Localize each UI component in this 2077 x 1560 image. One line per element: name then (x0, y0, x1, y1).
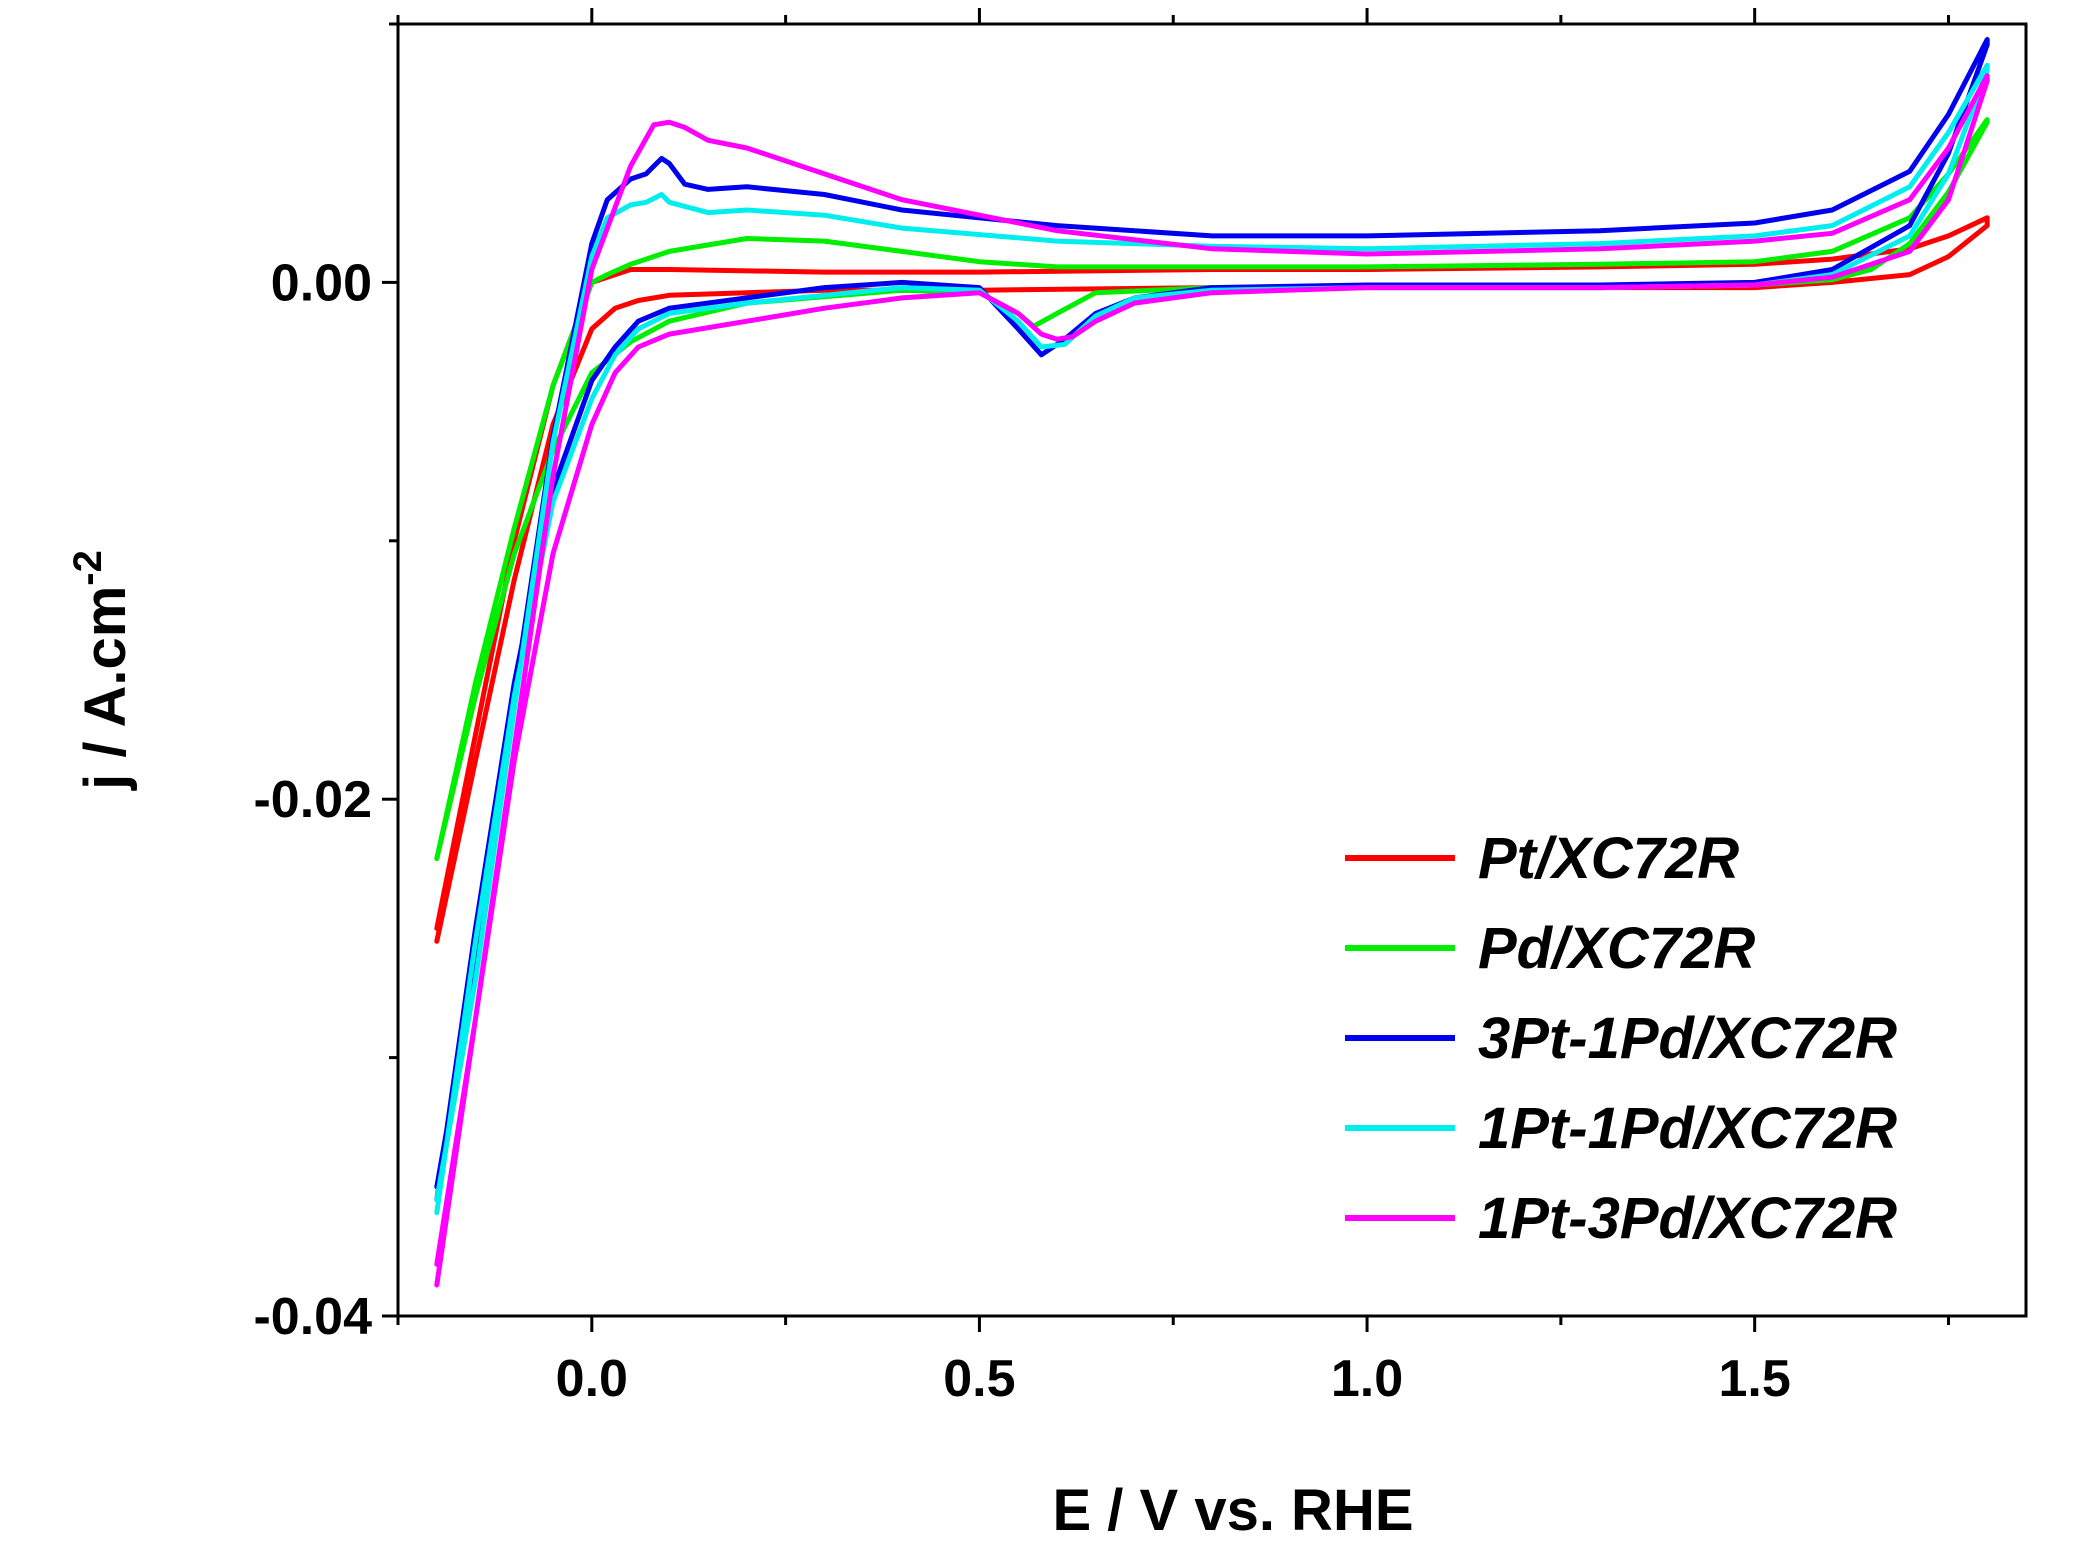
y-axis-title-main: j / A.cm (73, 586, 138, 791)
legend-label: 1Pt-3Pd/XC72R (1478, 1186, 1897, 1251)
y-axis-title-superscript: -2 (66, 550, 110, 586)
x-tick-label: 1.5 (1719, 1350, 1791, 1408)
y-tick-label: -0.02 (253, 771, 372, 829)
y-tick-label: -0.04 (253, 1288, 372, 1346)
legend: Pt/XC72R Pd/XC72R 3Pt-1Pd/XC72R 1Pt-1Pd/XC7… (1345, 826, 1897, 1251)
x-tick-label: 1.0 (1331, 1350, 1403, 1408)
series-line (434, 37, 1990, 1203)
series-line (434, 215, 1990, 944)
series-line (434, 62, 1990, 1216)
axis-ticks: 0.0 0.5 1.0 1.5 0.00 -0.02 -0.04 (253, 8, 1950, 1408)
x-axis-title: E / V vs. RHE (1052, 1478, 1413, 1543)
data-curves (434, 37, 1990, 1288)
series-line (434, 117, 1990, 862)
y-tick-label: 0.00 (271, 254, 372, 312)
x-tick-label: 0.5 (943, 1350, 1015, 1408)
legend-label: 3Pt-1Pd/XC72R (1478, 1006, 1897, 1071)
series-line (434, 73, 1990, 1288)
x-tick-label: 0.0 (556, 1350, 628, 1408)
plot-frame (396, 22, 2028, 1318)
legend-label: Pt/XC72R (1478, 826, 1739, 891)
legend-label: 1Pt-1Pd/XC72R (1478, 1096, 1897, 1161)
y-axis-title: j / A.cm-2 (66, 550, 138, 791)
legend-label: Pd/XC72R (1478, 916, 1755, 981)
